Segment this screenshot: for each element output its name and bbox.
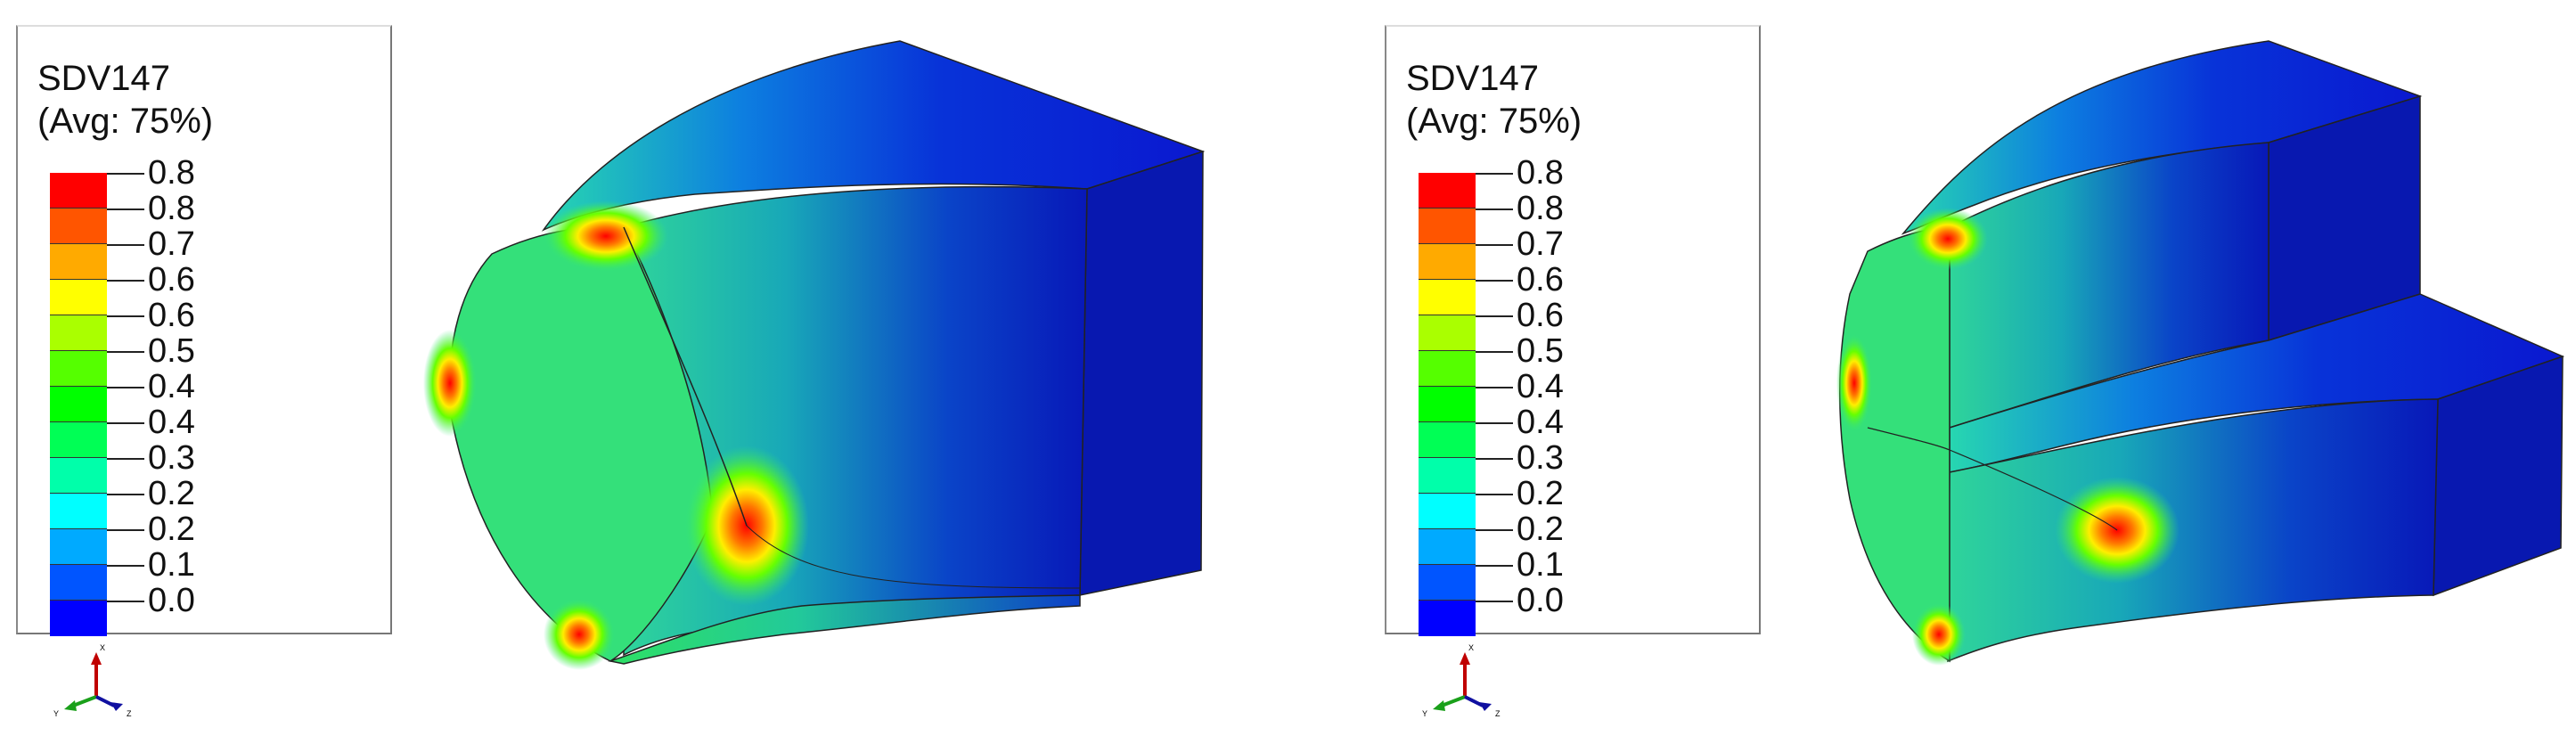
color-bar-segment [1419,173,1476,208]
tick-mark [1476,458,1513,460]
color-bar-segment [1419,351,1476,387]
tick-label: 0.2 [1517,475,1564,512]
tick-mark [1476,208,1513,210]
legend-subtitle: (Avg: 75%) [37,102,214,141]
fem-contour-model-cut [1836,40,2565,666]
axis-triad-icon: X Y Z [53,643,132,718]
tick-mark [107,565,144,567]
legend-title: SDV147 [1406,59,1539,98]
tick-mark [107,244,144,246]
tick-mark [107,529,144,531]
color-bar-segment [50,387,107,422]
color-bar-segment [1419,315,1476,351]
tick-mark [107,351,144,353]
tick-mark [1476,173,1513,175]
color-bar-segment [1419,387,1476,422]
color-bar [1419,173,1476,636]
color-bar-segment [1419,458,1476,494]
tick-mark [1476,565,1513,567]
tick-label: 0.6 [1517,261,1564,298]
color-bar-segment [1419,280,1476,315]
axis-y-label: Y [53,709,59,718]
tick-label: 0.3 [1517,439,1564,477]
legend-box [1385,25,1761,634]
tick-label: 0.5 [148,332,195,370]
tick-label: 0.7 [148,225,195,263]
legend-title: SDV147 [37,59,170,98]
color-bar-segment [50,529,107,565]
tick-label: 0.2 [148,475,195,512]
tick-mark [107,315,144,317]
tick-mark [1476,244,1513,246]
tick-label: 0.4 [1517,368,1564,405]
color-bar-segment [50,351,107,387]
color-bar-segment [50,494,107,529]
tick-label: 0.5 [1517,332,1564,370]
tick-mark [107,208,144,210]
axis-triad-icon: X Y Z [1422,643,1501,718]
tick-mark [107,280,144,282]
color-bar-segment [50,280,107,315]
color-bar-segment [50,565,107,601]
axis-z-label: Z [127,709,132,718]
fem-contour-model-quarter [423,40,1206,670]
color-bar-segment [50,244,107,280]
right-panel: SDV147 (Avg: 75%) 0.8 0.8 0.7 0.6 0.6 0.5 0.4 0… [1369,0,2576,744]
tick-label: 0.8 [1517,190,1564,227]
tick-label: 0.2 [1517,511,1564,548]
color-bar-segment [1419,244,1476,280]
axis-y-label: Y [1422,709,1427,718]
tick-mark [1476,351,1513,353]
tick-label: 0.1 [1517,546,1564,584]
color-bar-segment [1419,565,1476,601]
color-bar-segment [50,458,107,494]
tick-mark [1476,601,1513,602]
tick-mark [107,173,144,175]
tick-mark [107,601,144,602]
color-bar-segment [50,315,107,351]
color-bar-segment [1419,494,1476,529]
color-bar-segment [1419,208,1476,244]
tick-mark [107,387,144,388]
tick-mark [1476,315,1513,317]
legend-subtitle: (Avg: 75%) [1406,102,1582,141]
tick-label: 0.8 [148,190,195,227]
tick-label: 0.7 [1517,225,1564,263]
legend-box [16,25,392,634]
color-bar-segment [1419,422,1476,458]
tick-label: 0.4 [148,368,195,405]
tick-label: 0.1 [148,546,195,584]
tick-mark [1476,280,1513,282]
tick-mark [107,458,144,460]
tick-label: 0.6 [1517,297,1564,334]
tick-label: 0.2 [148,511,195,548]
color-bar-segment [50,422,107,458]
tick-label: 0.0 [148,582,195,619]
axis-x-label: X [1468,643,1474,652]
color-bar-segment [50,173,107,208]
tick-label: 0.0 [1517,582,1564,619]
tick-mark [107,422,144,424]
color-bar-segment [50,601,107,636]
tick-mark [1476,529,1513,531]
color-bar-segment [50,208,107,244]
axis-x-label: X [100,643,105,652]
color-bar-segment [1419,529,1476,565]
tick-label: 0.8 [1517,154,1564,192]
tick-mark [1476,387,1513,388]
tick-label: 0.4 [148,404,195,441]
left-panel: SDV147 (Avg: 75%) 0.8 0.8 0.7 0.6 0.6 0.5 0.4 0… [16,25,1206,718]
color-bar [50,173,107,636]
tick-label: 0.6 [148,297,195,334]
tick-label: 0.8 [148,154,195,192]
tick-mark [1476,422,1513,424]
axis-z-label: Z [1495,709,1501,718]
tick-label: 0.6 [148,261,195,298]
tick-mark [1476,494,1513,495]
tick-mark [107,494,144,495]
tick-label: 0.3 [148,439,195,477]
color-bar-segment [1419,601,1476,636]
tick-label: 0.4 [1517,404,1564,441]
